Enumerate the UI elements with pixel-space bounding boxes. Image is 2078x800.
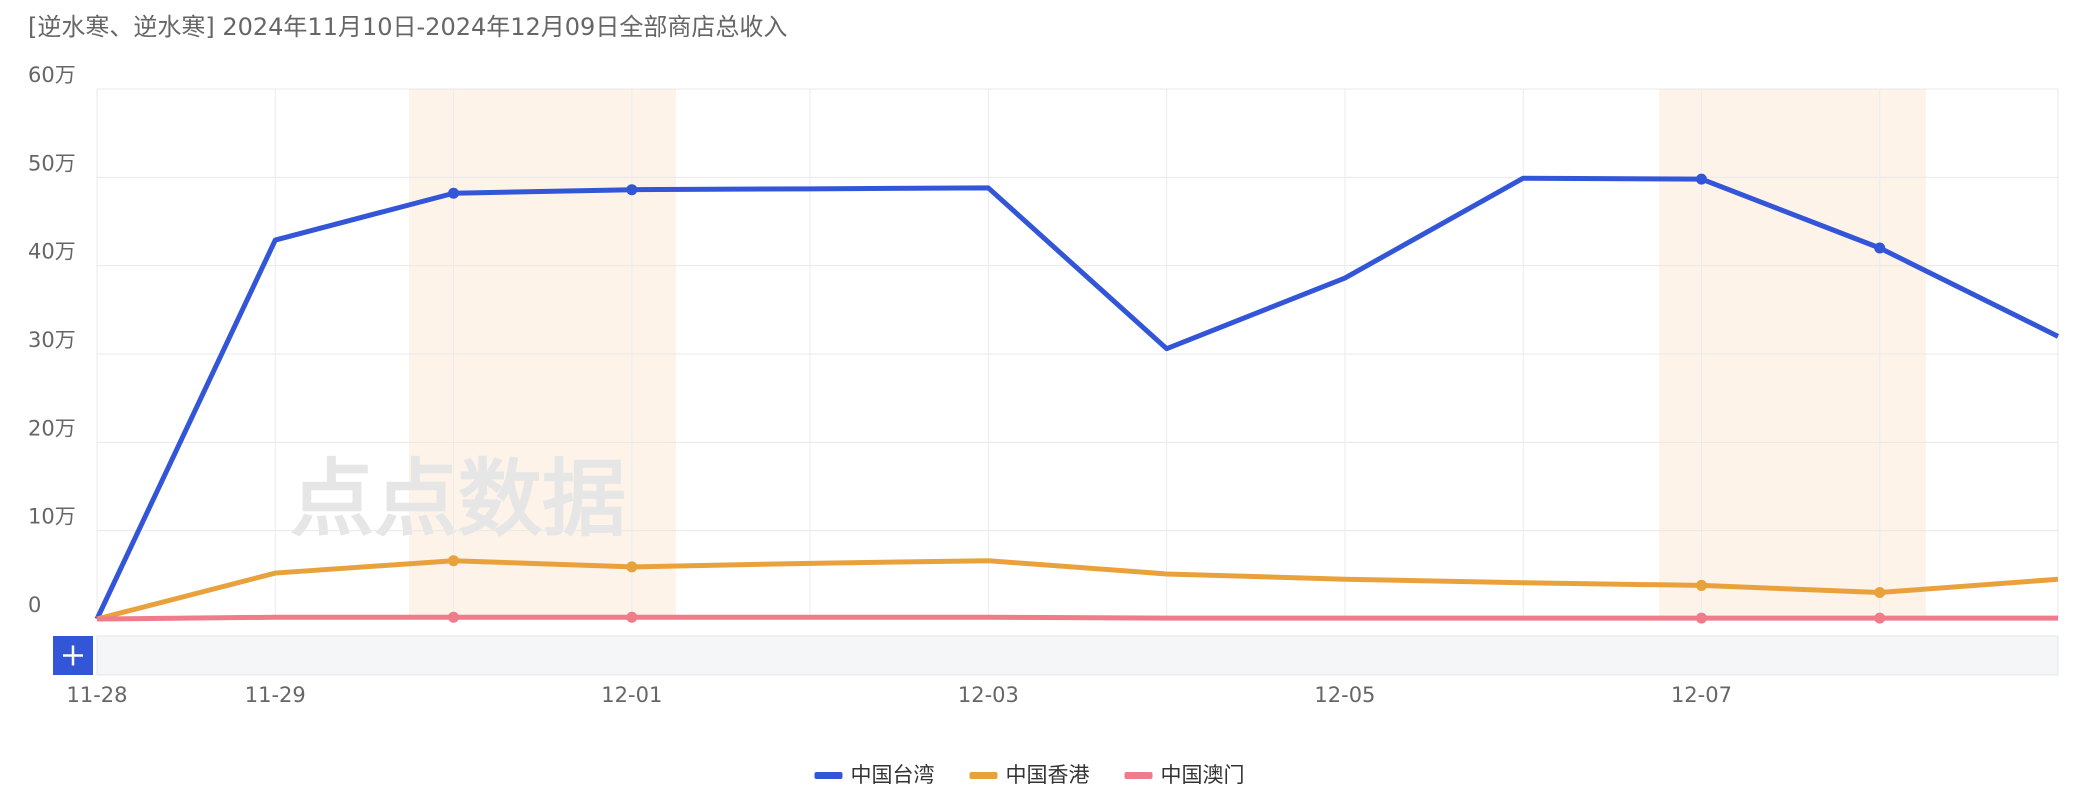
x-tick-label: 12-01	[601, 683, 662, 707]
legend-swatch	[969, 772, 998, 779]
x-tick-label: 11-29	[245, 683, 306, 707]
plus-icon	[63, 645, 83, 666]
x-tick-label: 12-07	[1671, 683, 1732, 707]
watermark: 点点数据	[290, 450, 626, 548]
point	[448, 555, 460, 567]
y-tick-label: 60万	[28, 63, 76, 87]
zoom-slider[interactable]	[96, 635, 2059, 676]
series-line	[96, 558, 2059, 622]
legend-label: 中国香港	[1006, 763, 1090, 787]
x-tick-label: 11-28	[66, 683, 127, 707]
point	[1695, 612, 1707, 624]
x-tick-label: 12-05	[1314, 683, 1375, 707]
point	[626, 184, 638, 196]
point	[1695, 579, 1707, 591]
y-tick-label: 0	[28, 593, 41, 617]
point	[448, 611, 460, 623]
legend-label: 中国台湾	[851, 763, 935, 787]
legend-label: 中国澳门	[1161, 763, 1245, 787]
legend: 中国台湾 中国香港 中国澳门	[814, 763, 1245, 787]
point	[1874, 242, 1886, 254]
y-tick-label: 50万	[28, 151, 76, 175]
point	[448, 187, 460, 199]
y-tick-label: 30万	[28, 328, 76, 352]
x-tick-label: 12-03	[958, 683, 1019, 707]
y-tick-label: 20万	[28, 416, 76, 440]
point	[1874, 587, 1886, 598]
y-tick-label: 40万	[28, 240, 76, 264]
point	[1874, 612, 1886, 624]
y-tick-label: 10万	[28, 505, 76, 529]
point	[1695, 173, 1707, 185]
point	[626, 611, 638, 623]
series-line	[94, 175, 2060, 621]
point	[626, 561, 638, 573]
series-line	[96, 614, 2058, 622]
legend-swatch	[814, 772, 843, 779]
legend-swatch	[1124, 772, 1153, 779]
chart-title: [逆水寒、逆水寒] 2024年11月10日-2024年12月09日全部商店总收入	[28, 13, 787, 41]
